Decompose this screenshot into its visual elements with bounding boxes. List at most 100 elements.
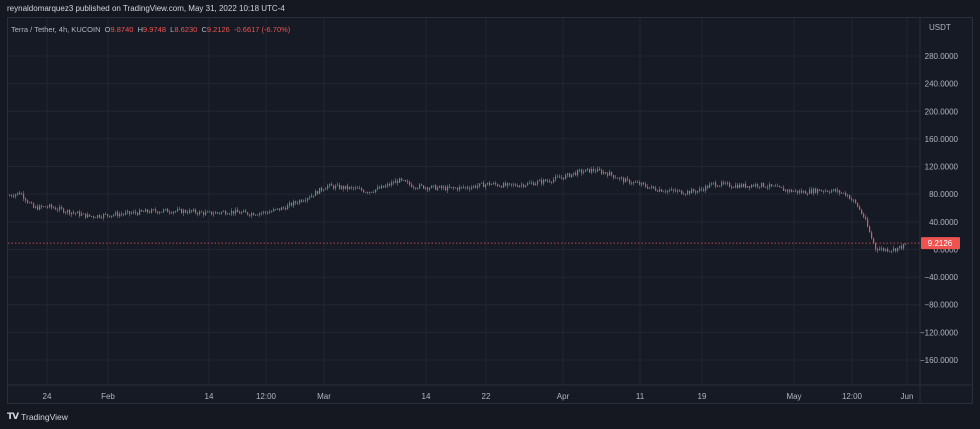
candle-body [81, 213, 83, 216]
candle-body [543, 179, 545, 184]
candle-body [355, 187, 357, 189]
candle-body [865, 217, 867, 219]
candle-body [665, 191, 667, 193]
candle-body [593, 168, 595, 171]
candle-body [549, 180, 551, 182]
candle-body [193, 209, 195, 212]
candle-body [321, 187, 323, 191]
candle-body [703, 189, 705, 191]
candle-body [857, 202, 859, 207]
candle-body [27, 200, 29, 203]
candle-body [431, 185, 433, 189]
candle-body [545, 179, 547, 182]
candle-body [165, 208, 167, 210]
candle-body [771, 184, 773, 186]
candle-body [647, 186, 649, 189]
y-tick-label: −160.0000 [920, 356, 959, 365]
candle-body [845, 192, 847, 196]
candle-body [565, 174, 567, 179]
candle-body [91, 216, 93, 217]
candle-body [727, 182, 729, 184]
currency-label: USDT [929, 23, 951, 32]
candle-body [63, 208, 65, 213]
candle-body [279, 208, 281, 211]
candle-body [401, 178, 403, 181]
candle-body [701, 188, 703, 190]
candle-body [801, 190, 803, 193]
candle-body [455, 187, 457, 189]
candle-body [337, 184, 339, 186]
candle-body [649, 187, 651, 189]
candle-body [787, 189, 789, 192]
candle-body [71, 212, 73, 215]
candle-body [695, 191, 697, 193]
candle-body [621, 177, 623, 179]
candle-body [749, 186, 751, 188]
candle-body [609, 171, 611, 176]
candle-body [875, 242, 877, 250]
x-tick-label: Apr [557, 392, 570, 401]
candle-body [799, 190, 801, 193]
candle-body [89, 214, 91, 217]
candle-body [815, 188, 817, 193]
candle-body [315, 191, 317, 196]
candle-body [529, 182, 531, 184]
candle-body [243, 210, 245, 213]
candle-body [781, 187, 783, 188]
candle-body [353, 187, 355, 189]
y-tick-label: −80.0000 [924, 301, 958, 310]
candle-body [447, 186, 449, 191]
candle-body [249, 214, 251, 216]
candle-body [851, 199, 853, 200]
candle-body [319, 187, 321, 194]
candle-body [791, 189, 793, 192]
candle-body [707, 186, 709, 188]
candle-body [579, 169, 581, 171]
chart-panel[interactable]: 280.0000 240.0000 200.0000 160.0000 120.0000… [7, 17, 973, 404]
candle-body [655, 188, 657, 191]
candle-body [433, 185, 435, 187]
candle-body [295, 201, 297, 203]
candle-body [95, 217, 97, 219]
candle-body [217, 212, 219, 214]
candle-body [467, 187, 469, 189]
tradingview-logo[interactable]: TV TradingView [7, 412, 68, 422]
candle-body [737, 184, 739, 188]
candle-body [881, 248, 883, 250]
candle-body [495, 183, 497, 185]
candle-body [603, 172, 605, 174]
candle-body [187, 212, 189, 214]
candle-body [11, 195, 13, 197]
candle-body [871, 232, 873, 239]
price-chart[interactable]: 280.0000240.0000200.0000160.0000120.0000… [8, 18, 972, 403]
x-tick-label: May [786, 392, 801, 401]
candle-body [203, 212, 205, 215]
candle-body [813, 188, 815, 194]
candle-body [223, 211, 225, 212]
candle-body [111, 215, 113, 217]
candle-body [79, 211, 81, 216]
candle-body [61, 207, 63, 209]
candle-body [861, 209, 863, 214]
candle-body [293, 201, 295, 206]
candle-body [105, 214, 107, 215]
candle-body [513, 184, 515, 186]
candle-body [501, 186, 503, 188]
candle-body [13, 196, 15, 197]
candle-body [265, 211, 267, 213]
candle-body [269, 212, 271, 214]
y-tick-label: 280.0000 [925, 52, 959, 61]
candle-body [181, 208, 183, 214]
candle-body [365, 192, 367, 193]
candle-body [239, 212, 241, 214]
candle-body [893, 248, 895, 251]
candle-body [255, 214, 257, 216]
candle-body [615, 177, 617, 179]
close-label: C [201, 25, 207, 34]
candle-body [759, 186, 761, 188]
candle-body [283, 207, 285, 209]
candle-body [509, 183, 511, 185]
candle-body [659, 189, 661, 192]
candle-body [207, 211, 209, 213]
candle-body [147, 209, 149, 213]
